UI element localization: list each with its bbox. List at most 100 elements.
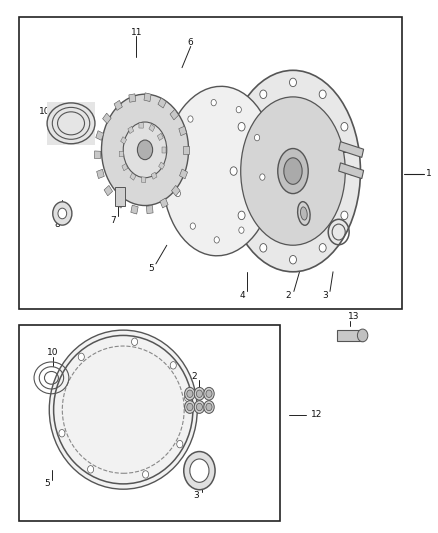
Circle shape — [341, 123, 348, 131]
Bar — [159, 162, 165, 169]
Circle shape — [174, 150, 180, 156]
Circle shape — [238, 211, 245, 220]
Bar — [131, 205, 138, 214]
Bar — [96, 131, 104, 140]
Circle shape — [206, 390, 212, 398]
Bar — [180, 169, 187, 179]
Bar — [47, 102, 95, 144]
Bar — [160, 198, 168, 208]
Bar — [19, 17, 402, 309]
Text: 9: 9 — [343, 147, 348, 156]
Bar — [114, 100, 122, 110]
Text: 4: 4 — [239, 291, 245, 300]
Circle shape — [194, 401, 205, 414]
Ellipse shape — [123, 122, 167, 177]
Bar — [116, 198, 124, 208]
Bar — [158, 98, 166, 108]
Circle shape — [187, 403, 193, 411]
Circle shape — [196, 403, 202, 411]
Circle shape — [142, 471, 148, 478]
Circle shape — [290, 78, 297, 87]
Circle shape — [177, 440, 183, 448]
Circle shape — [239, 227, 244, 233]
Bar — [104, 185, 113, 196]
Ellipse shape — [300, 207, 307, 220]
Bar — [139, 123, 143, 128]
Circle shape — [196, 390, 202, 398]
Circle shape — [319, 90, 326, 99]
Circle shape — [204, 401, 214, 414]
Circle shape — [131, 338, 138, 345]
Bar — [157, 133, 163, 141]
Text: 10: 10 — [47, 348, 59, 357]
Circle shape — [319, 244, 326, 252]
Circle shape — [211, 100, 216, 106]
Circle shape — [184, 394, 191, 401]
Circle shape — [78, 353, 85, 360]
Circle shape — [260, 174, 265, 180]
Bar — [151, 172, 157, 179]
Circle shape — [341, 211, 348, 220]
Bar — [170, 109, 179, 120]
Circle shape — [58, 208, 67, 219]
Text: 8: 8 — [54, 220, 60, 229]
Bar — [94, 151, 101, 159]
Ellipse shape — [184, 451, 215, 490]
Text: 5: 5 — [148, 264, 154, 272]
Ellipse shape — [284, 158, 302, 184]
Bar — [339, 163, 364, 179]
Text: 7: 7 — [110, 216, 116, 225]
Circle shape — [53, 202, 72, 225]
Text: 10: 10 — [39, 107, 51, 116]
Circle shape — [190, 223, 195, 229]
Circle shape — [206, 403, 212, 411]
Circle shape — [194, 387, 205, 400]
Bar — [184, 146, 189, 154]
Ellipse shape — [298, 201, 310, 225]
Text: 3: 3 — [194, 491, 199, 500]
Bar — [172, 185, 180, 196]
Ellipse shape — [278, 149, 308, 193]
Circle shape — [88, 466, 94, 473]
Bar — [146, 206, 153, 214]
Bar — [179, 126, 187, 136]
Bar — [336, 330, 363, 341]
Circle shape — [59, 430, 65, 437]
Ellipse shape — [226, 70, 360, 272]
Circle shape — [204, 387, 214, 400]
Bar — [129, 94, 136, 102]
Ellipse shape — [241, 97, 345, 245]
Text: 5: 5 — [44, 479, 50, 488]
Circle shape — [357, 329, 368, 342]
Ellipse shape — [49, 330, 197, 489]
Ellipse shape — [102, 94, 188, 206]
Bar — [119, 151, 124, 157]
Circle shape — [260, 244, 267, 252]
Circle shape — [236, 107, 241, 113]
Bar — [339, 142, 364, 157]
Ellipse shape — [138, 140, 152, 160]
Text: 3: 3 — [322, 291, 328, 300]
Ellipse shape — [162, 86, 276, 256]
Circle shape — [349, 167, 356, 175]
Text: 2: 2 — [286, 291, 291, 300]
Bar — [120, 137, 127, 144]
Bar — [144, 93, 151, 101]
Text: 13: 13 — [348, 312, 360, 321]
Bar — [97, 169, 104, 179]
Ellipse shape — [190, 459, 209, 482]
Bar — [122, 164, 128, 171]
Bar — [19, 325, 280, 521]
Text: 11: 11 — [131, 28, 142, 37]
Circle shape — [175, 190, 180, 197]
Circle shape — [260, 90, 267, 99]
Bar — [130, 173, 136, 180]
Circle shape — [254, 134, 260, 141]
Circle shape — [187, 390, 193, 398]
Bar — [102, 113, 111, 124]
Bar — [141, 177, 146, 182]
Text: 6: 6 — [188, 38, 194, 47]
Text: 4: 4 — [126, 481, 132, 490]
Bar — [128, 126, 134, 134]
Bar — [149, 124, 155, 132]
